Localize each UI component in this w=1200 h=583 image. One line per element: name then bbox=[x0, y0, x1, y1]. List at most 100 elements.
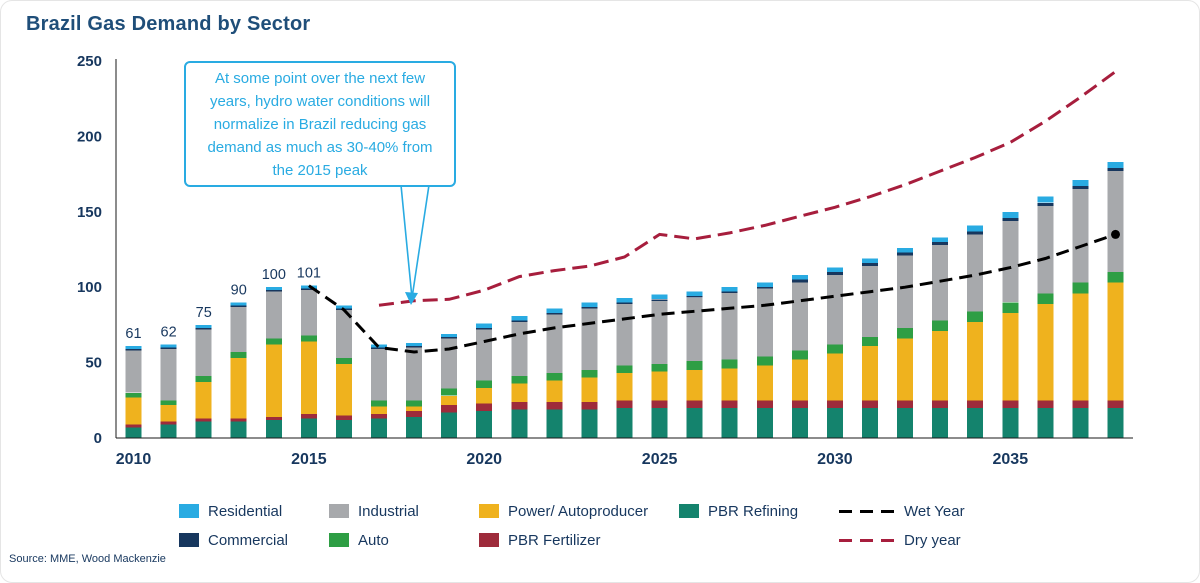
x-tick-label: 2010 bbox=[116, 451, 152, 468]
bar-segment bbox=[616, 365, 633, 374]
bar-segment bbox=[791, 350, 808, 360]
bar-segment bbox=[511, 409, 528, 438]
bar-segment bbox=[265, 344, 282, 417]
bar-value-labels: 61 62 75 90 100 101 bbox=[125, 266, 321, 342]
bar-segment bbox=[441, 395, 458, 405]
bar-segment bbox=[826, 267, 843, 273]
bar-segment bbox=[300, 418, 317, 438]
auto-swatch-icon bbox=[329, 533, 349, 547]
bar-segment bbox=[125, 424, 142, 428]
legend-label-industrial: Industrial bbox=[358, 502, 419, 520]
bar-segment bbox=[686, 400, 703, 408]
bar-segment bbox=[125, 350, 142, 393]
annotation-callout: At some point over the next few years, h… bbox=[184, 61, 456, 187]
bar-value-label: 75 bbox=[196, 305, 212, 321]
bar-segment bbox=[756, 287, 773, 289]
bar-segment bbox=[335, 358, 352, 365]
bar-segment bbox=[300, 288, 317, 291]
bar-segment bbox=[371, 400, 387, 407]
legend: Residential Industrial Power/ Autoproduc… bbox=[179, 501, 989, 550]
bar-segment bbox=[932, 400, 949, 408]
bar-segment bbox=[1072, 186, 1089, 190]
bar-value-label: 90 bbox=[231, 282, 247, 298]
bar-segment bbox=[581, 306, 598, 309]
bar-segment bbox=[1107, 407, 1124, 438]
bar-segment bbox=[441, 333, 458, 337]
wet-year-line-sample-icon bbox=[839, 509, 895, 513]
bar-segment bbox=[1037, 196, 1054, 203]
bar-segment bbox=[125, 392, 142, 398]
bar-segment bbox=[441, 404, 458, 413]
bar-segment bbox=[1107, 282, 1124, 401]
bar-segment bbox=[862, 258, 878, 263]
bar-segment bbox=[721, 293, 738, 360]
bar-segment bbox=[651, 294, 668, 300]
bar-segment bbox=[967, 234, 984, 312]
bar-segment bbox=[932, 237, 949, 242]
arrowhead-icon bbox=[405, 292, 418, 305]
legend-label-commercial: Commercial bbox=[208, 531, 289, 549]
bar-segment bbox=[300, 335, 317, 342]
bar-segment bbox=[265, 291, 282, 339]
bar-segment bbox=[1072, 293, 1089, 401]
bar-segment bbox=[546, 312, 563, 315]
bar-segment bbox=[686, 370, 703, 401]
legend-item-auto: Auto bbox=[329, 530, 479, 550]
bar-segment bbox=[1072, 189, 1089, 283]
bar-segment bbox=[546, 314, 563, 374]
legend-item-wet-year: Wet Year bbox=[839, 501, 989, 521]
bar-segment bbox=[862, 346, 878, 401]
bar-segment bbox=[1002, 217, 1019, 221]
bar-segment bbox=[791, 279, 808, 283]
bar-value-label: 101 bbox=[297, 266, 321, 282]
bar-segment bbox=[335, 419, 352, 438]
bar-segment bbox=[721, 287, 738, 292]
legend-item-commercial: Commercial bbox=[179, 530, 329, 550]
dry-year-line-sample-icon bbox=[839, 538, 895, 542]
bar-segment bbox=[230, 302, 247, 306]
bar-segment bbox=[651, 371, 668, 401]
bar-segment bbox=[581, 409, 598, 438]
bar-segment bbox=[967, 231, 984, 235]
bar-segment bbox=[897, 248, 914, 253]
bar-segment bbox=[511, 315, 528, 321]
bar-segment bbox=[1002, 407, 1019, 438]
bar-segment bbox=[125, 427, 142, 438]
bar-segment bbox=[476, 380, 493, 389]
bar-segment bbox=[441, 338, 458, 389]
bar-segment bbox=[195, 376, 212, 383]
wet-year-line bbox=[308, 229, 1120, 354]
bar-segment bbox=[371, 418, 387, 438]
bar-segment bbox=[826, 407, 843, 438]
bar-segment bbox=[441, 412, 458, 438]
legend-label-wet-year: Wet Year bbox=[904, 502, 965, 520]
bar-segment bbox=[721, 359, 738, 369]
y-tick-label: 250 bbox=[77, 53, 102, 70]
bar-segment bbox=[897, 400, 914, 408]
bar-segment bbox=[1072, 180, 1089, 187]
bar-segment bbox=[476, 327, 493, 330]
bar-segment bbox=[651, 364, 668, 372]
x-tick-label: 2030 bbox=[817, 451, 853, 468]
bar-segment bbox=[476, 323, 493, 328]
bar-segment bbox=[300, 341, 317, 414]
bar-segment bbox=[686, 296, 703, 298]
bar-segment bbox=[265, 338, 282, 345]
bar-segment bbox=[1037, 407, 1054, 438]
bar-segment bbox=[406, 346, 423, 348]
bar-segment bbox=[230, 421, 247, 438]
bar-segment bbox=[160, 404, 177, 422]
bar-segment bbox=[476, 403, 493, 411]
bar-segment bbox=[1107, 272, 1124, 283]
legend-item-dry-year: Dry year bbox=[839, 530, 989, 550]
bar-segment bbox=[546, 308, 563, 313]
bar-segment bbox=[616, 297, 633, 303]
legend-label-pbr-refining: PBR Refining bbox=[708, 502, 799, 520]
refining-swatch-icon bbox=[679, 504, 699, 518]
bar-segment bbox=[406, 343, 423, 346]
bar-segment bbox=[335, 305, 352, 309]
bar-segment bbox=[826, 275, 843, 345]
bar-segment bbox=[826, 400, 843, 408]
y-tick-label: 200 bbox=[77, 128, 102, 145]
